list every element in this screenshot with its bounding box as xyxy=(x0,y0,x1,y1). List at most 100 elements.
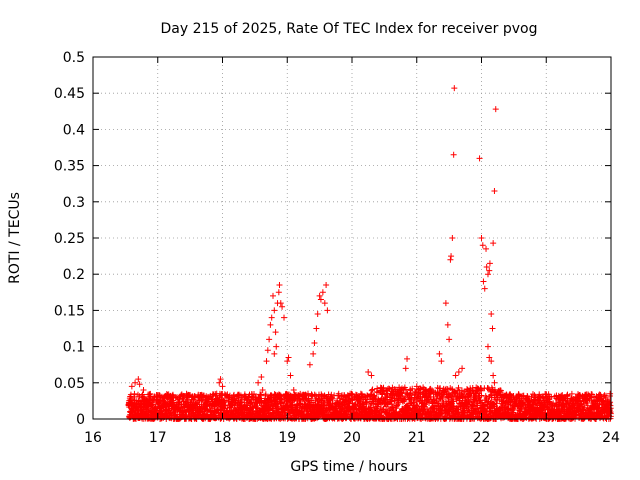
data-point xyxy=(474,400,481,407)
data-point xyxy=(323,282,330,289)
data-point xyxy=(442,300,449,307)
data-point xyxy=(476,155,483,162)
data-point xyxy=(250,391,257,398)
data-point xyxy=(276,282,283,289)
x-tick-label: 19 xyxy=(278,430,296,446)
data-point xyxy=(357,390,364,397)
data-point xyxy=(447,256,454,263)
x-tick-label: 23 xyxy=(537,430,555,446)
data-point xyxy=(271,350,278,357)
data-point xyxy=(368,387,375,394)
data-point xyxy=(377,412,384,419)
data-point xyxy=(480,278,487,285)
data-point xyxy=(395,399,402,406)
x-tick-label: 16 xyxy=(84,430,102,446)
data-point xyxy=(290,387,297,394)
data-point xyxy=(497,387,504,394)
data-point xyxy=(132,379,139,386)
data-point xyxy=(279,303,286,310)
data-point xyxy=(601,392,608,399)
data-point xyxy=(479,242,486,249)
y-tick-label: 0.05 xyxy=(54,376,85,392)
data-point xyxy=(219,383,226,390)
data-point xyxy=(321,300,328,307)
x-tick-label: 17 xyxy=(149,430,167,446)
data-point xyxy=(436,350,443,357)
data-point xyxy=(314,311,321,318)
data-point xyxy=(272,329,279,336)
data-point xyxy=(277,300,284,307)
y-tick-label: 0.2 xyxy=(63,267,85,283)
data-point xyxy=(217,376,224,383)
data-point xyxy=(135,376,142,383)
data-point xyxy=(528,393,535,400)
grid-lines xyxy=(93,57,611,419)
data-point xyxy=(216,379,223,386)
data-point xyxy=(444,321,451,328)
data-point xyxy=(421,401,428,408)
x-axis-label: GPS time / hours xyxy=(290,459,407,475)
data-point xyxy=(417,385,424,392)
data-point xyxy=(275,289,282,296)
data-point xyxy=(365,368,372,375)
data-point xyxy=(319,289,326,296)
data-point xyxy=(285,354,292,361)
data-point xyxy=(267,321,274,328)
data-point xyxy=(127,391,134,398)
x-tick-label: 22 xyxy=(473,430,491,446)
data-point xyxy=(486,267,493,274)
data-point xyxy=(257,392,264,399)
y-tick-label: 0.25 xyxy=(54,231,85,247)
data-point xyxy=(262,391,269,398)
y-tick-label: 0.35 xyxy=(54,159,85,175)
data-point xyxy=(335,390,342,397)
data-point xyxy=(270,292,277,299)
data-point xyxy=(186,392,193,399)
data-point xyxy=(369,386,376,393)
data-point xyxy=(450,151,457,158)
x-tick-label: 20 xyxy=(343,430,361,446)
data-point xyxy=(287,372,294,379)
data-point xyxy=(492,106,499,113)
data-point xyxy=(392,405,399,412)
data-point xyxy=(459,365,466,372)
data-point xyxy=(313,325,320,332)
data-point xyxy=(488,358,495,365)
y-tick-label: 0.5 xyxy=(63,50,85,66)
data-point xyxy=(408,392,415,399)
data-point xyxy=(434,400,441,407)
data-point xyxy=(263,358,270,365)
data-points xyxy=(125,85,614,422)
data-point xyxy=(136,381,143,388)
data-point xyxy=(493,400,500,407)
data-point xyxy=(371,393,378,400)
data-point xyxy=(131,390,138,397)
data-point xyxy=(271,307,278,314)
data-point xyxy=(277,392,284,399)
data-point xyxy=(486,260,493,267)
data-point xyxy=(391,386,398,393)
data-point xyxy=(455,368,462,375)
data-point xyxy=(268,314,275,321)
axis-ticks: 0 0.05 0.1 0.15 0.2 0.25 0.3 0.35 0.4 0.45 0.5 16 17… xyxy=(54,50,620,446)
data-point xyxy=(488,311,495,318)
data-point xyxy=(316,292,323,299)
data-point xyxy=(488,392,495,399)
x-tick-label: 21 xyxy=(408,430,426,446)
data-point xyxy=(372,395,379,402)
data-point xyxy=(258,374,265,381)
data-point xyxy=(448,253,455,260)
data-point xyxy=(484,343,491,350)
data-point xyxy=(244,402,251,409)
data-point xyxy=(449,235,456,241)
data-point xyxy=(402,365,409,372)
y-tick-label: 0 xyxy=(76,412,85,428)
data-point xyxy=(187,392,194,399)
data-point xyxy=(490,372,497,379)
data-point xyxy=(404,355,411,362)
data-point xyxy=(490,240,497,247)
y-axis-label: ROTI / TECUs xyxy=(7,192,23,284)
data-point xyxy=(483,245,490,252)
data-point xyxy=(489,325,496,332)
